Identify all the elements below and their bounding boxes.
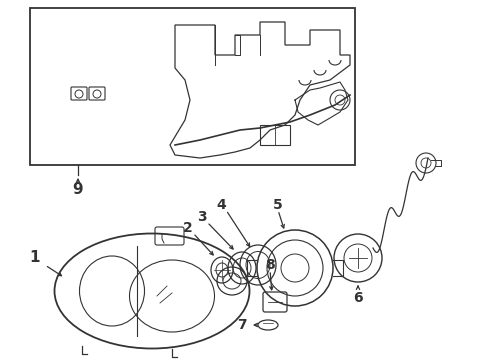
Text: 2: 2: [183, 221, 193, 235]
Text: 4: 4: [216, 198, 226, 212]
Text: 8: 8: [265, 258, 275, 272]
Text: 1: 1: [30, 251, 40, 266]
Text: 9: 9: [73, 183, 83, 198]
Text: 5: 5: [273, 198, 283, 212]
Text: 6: 6: [353, 291, 363, 305]
Bar: [30, 8, 355, 165]
Text: 7: 7: [237, 318, 247, 332]
Bar: [260, 125, 290, 145]
Text: 3: 3: [197, 210, 207, 224]
